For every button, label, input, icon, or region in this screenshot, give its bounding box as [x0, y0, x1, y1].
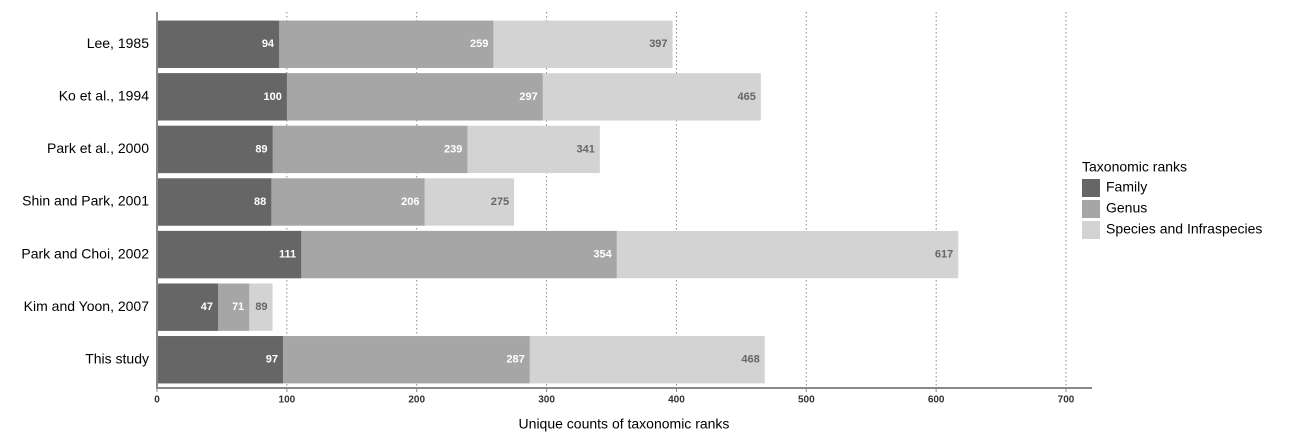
y-tick-label: Park and Choi, 2002 [21, 245, 149, 261]
value-label: 97 [266, 354, 278, 366]
value-label: 111 [279, 248, 296, 260]
value-label: 89 [255, 143, 267, 155]
value-label: 617 [935, 248, 953, 260]
x-tick-label: 200 [408, 395, 425, 406]
value-label: 94 [262, 38, 275, 50]
legend-swatch [1082, 221, 1100, 239]
bar [157, 230, 302, 279]
y-tick-label: Ko et al., 1994 [59, 88, 150, 104]
value-label: 468 [741, 354, 759, 366]
value-label: 88 [254, 196, 266, 208]
bar [157, 336, 283, 384]
value-label: 71 [232, 301, 244, 313]
value-label: 206 [401, 196, 419, 208]
bar [157, 283, 219, 331]
y-tick-label: Shin and Park, 2001 [22, 193, 149, 209]
value-label: 297 [519, 91, 537, 103]
value-label: 341 [576, 143, 594, 155]
y-tick-label: This study [85, 350, 149, 366]
x-tick-label: 400 [668, 395, 685, 406]
x-tick-label: 100 [279, 395, 296, 406]
value-label: 275 [491, 196, 509, 208]
x-tick-label: 0 [154, 395, 160, 406]
bar [157, 125, 273, 174]
value-label: 354 [593, 248, 612, 260]
y-tick-label: Park et al., 2000 [47, 140, 149, 156]
x-tick-label: 700 [1058, 395, 1075, 406]
legend-title: Taxonomic ranks [1082, 159, 1187, 175]
value-label: 259 [470, 38, 488, 50]
legend-label: Family [1106, 179, 1147, 195]
value-label: 47 [201, 301, 213, 313]
x-axis-title: Unique counts of taxonomic ranks [519, 416, 730, 432]
value-label: 100 [264, 91, 282, 103]
legend-swatch [1082, 179, 1100, 197]
value-label: 89 [255, 301, 267, 313]
value-label: 287 [506, 354, 524, 366]
x-tick-label: 600 [928, 395, 945, 406]
value-label: 397 [649, 38, 667, 50]
legend-label: Genus [1106, 200, 1147, 216]
y-tick-label: Kim and Yoon, 2007 [24, 298, 150, 314]
y-tick-label: Lee, 1985 [87, 35, 149, 51]
x-tick-label: 500 [798, 395, 815, 406]
value-label: 465 [737, 91, 755, 103]
value-label: 239 [444, 143, 462, 155]
bar [157, 20, 280, 68]
bar [157, 73, 287, 121]
legend-swatch [1082, 200, 1100, 218]
legend-label: Species and Infraspecies [1106, 221, 1262, 237]
x-tick-label: 300 [538, 395, 555, 406]
bar [157, 178, 272, 226]
